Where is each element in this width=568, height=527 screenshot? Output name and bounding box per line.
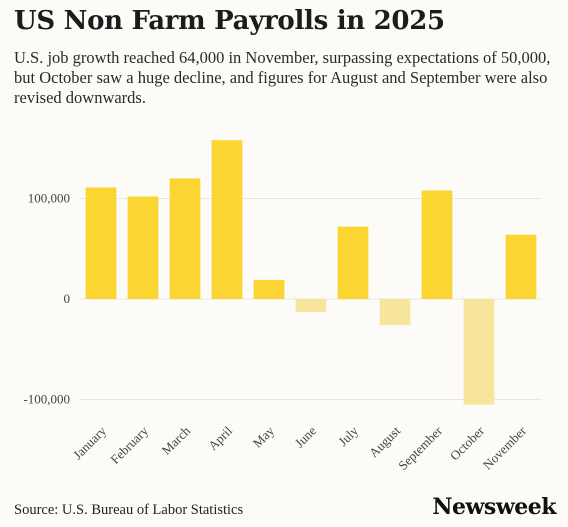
x-tick-label: August	[366, 423, 403, 460]
x-tick-label: February	[107, 423, 151, 467]
y-tick-label: -100,000	[23, 392, 70, 407]
x-tick-label: May	[250, 423, 278, 451]
bar-october	[463, 299, 495, 405]
bar-august	[379, 299, 411, 326]
y-tick-label: 0	[64, 291, 71, 306]
x-tick-label: April	[205, 423, 235, 453]
x-tick-label: October	[447, 423, 488, 464]
x-tick-label: January	[70, 423, 110, 463]
x-tick-label: July	[335, 423, 361, 449]
x-tick-label: June	[292, 423, 320, 451]
bar-may	[253, 279, 285, 299]
newsweek-logo: Newsweek	[432, 494, 556, 520]
bar-april	[211, 140, 243, 299]
chart-title: US Non Farm Payrolls in 2025	[14, 6, 445, 36]
x-tick-label: March	[159, 423, 194, 458]
x-tick-label: November	[480, 423, 530, 473]
bar-november	[505, 234, 537, 299]
x-tick-label: September	[395, 423, 445, 473]
bar-june	[295, 299, 327, 313]
y-tick-label: 100,000	[28, 191, 70, 206]
bar-january	[85, 187, 117, 299]
bar-september	[421, 190, 453, 299]
bar-february	[127, 196, 159, 299]
bar-july	[337, 226, 369, 299]
chart-subtitle: U.S. job growth reached 64,000 in Novemb…	[14, 48, 551, 107]
bar-march	[169, 178, 201, 299]
source-note: Source: U.S. Bureau of Labor Statistics	[14, 502, 244, 518]
